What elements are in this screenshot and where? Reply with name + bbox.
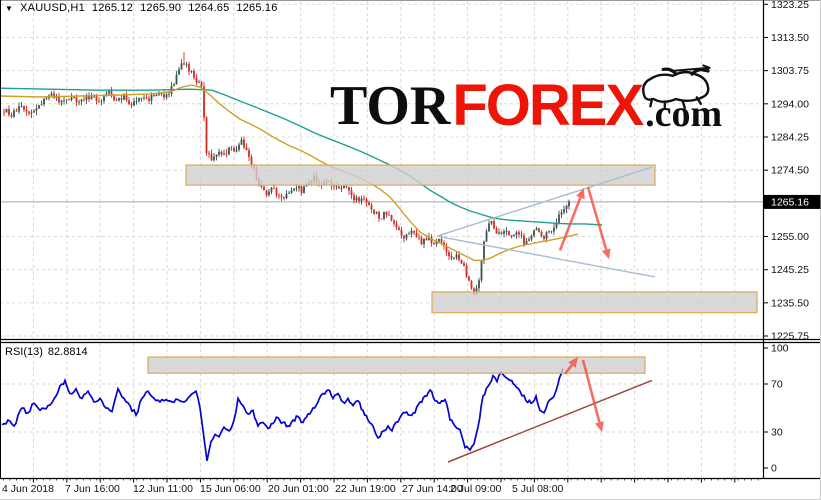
quote-low: 1264.65 <box>188 2 230 14</box>
rsi-tick-label: 70 <box>771 379 783 391</box>
forecast-down-arrow[interactable] <box>586 186 611 260</box>
watermark-tor: TOR <box>330 75 451 137</box>
rsi-indicator-label: RSI(13) 82.8814 <box>5 346 88 358</box>
price-tick-label: 1274.50 <box>771 165 809 177</box>
time-tick-label: 20 Jun 01:00 <box>268 483 329 495</box>
price-tick-label: 1294.00 <box>771 98 809 110</box>
rsi-line <box>1 368 564 461</box>
time-axis[interactable]: 4 Jun 2018 7 Jun 16:00 12 Jun 11:00 15 Jun … <box>2 478 759 495</box>
price-tick-label: 1255.00 <box>771 231 809 243</box>
rsi-down-arrow[interactable] <box>581 359 604 432</box>
current-price-label: 1265.16 <box>771 196 809 208</box>
rsi-overbought-zone[interactable] <box>147 356 646 374</box>
rsi-support-trendline[interactable] <box>447 379 653 463</box>
price-tick-label: 1225.75 <box>771 331 809 343</box>
time-tick-label: 5 Jul 08:00 <box>512 483 564 495</box>
price-tick-label: 1245.25 <box>771 264 809 276</box>
wedge-upper-line[interactable] <box>436 166 653 237</box>
wedge-lower-line[interactable] <box>436 235 656 278</box>
quote-close: 1265.16 <box>236 2 278 14</box>
price-tick-label: 1303.75 <box>771 65 809 77</box>
time-tick-label: 4 Jun 2018 <box>2 483 54 495</box>
chart-ohlc-header: ▼ XAUUSD,H1 1265.12 1265.90 1264.65 1265… <box>5 2 278 14</box>
torforex-watermark: TOR FOREX .com <box>330 64 722 138</box>
current-price-badge <box>763 194 821 209</box>
time-tick-label: 27 Jun 14:00 <box>402 483 463 495</box>
resistance-zone[interactable] <box>185 164 656 186</box>
price-tick-label: 1323.25 <box>771 0 809 11</box>
time-tick-label: 2 Jul 09:00 <box>450 483 502 495</box>
rsi-name: RSI(13) <box>5 346 43 358</box>
price-tick-label: 1284.25 <box>771 131 809 143</box>
rsi-value: 82.8814 <box>47 346 88 358</box>
quote-high: 1265.90 <box>140 2 182 14</box>
rsi-up-arrow[interactable] <box>563 357 578 375</box>
forecast-up-arrow[interactable] <box>558 188 585 251</box>
price-tick-label: 1235.50 <box>771 297 809 309</box>
bull-icon <box>642 64 711 110</box>
rsi-tick-label: 100 <box>771 343 789 355</box>
watermark-forex: FOREX <box>452 73 644 138</box>
symbol-marker-icon[interactable]: ▼ <box>5 3 14 13</box>
time-tick-label: 22 Jun 19:00 <box>335 483 396 495</box>
rsi-tick-label: 30 <box>771 427 783 439</box>
support-zone[interactable] <box>431 291 758 314</box>
symbol-title: XAUUSD,H1 <box>20 2 85 14</box>
quote-open: 1265.12 <box>91 2 134 14</box>
time-tick-label: 15 Jun 06:00 <box>200 483 261 495</box>
price-tick-label: 1313.50 <box>771 32 809 44</box>
time-tick-label: 7 Jun 16:00 <box>65 483 120 495</box>
price-axis[interactable]: 1323.25 1313.50 1303.75 1294.00 1284.25 1274.… <box>763 0 821 475</box>
rsi-tick-label: 0 <box>771 463 777 475</box>
time-tick-label: 12 Jun 11:00 <box>133 483 193 495</box>
